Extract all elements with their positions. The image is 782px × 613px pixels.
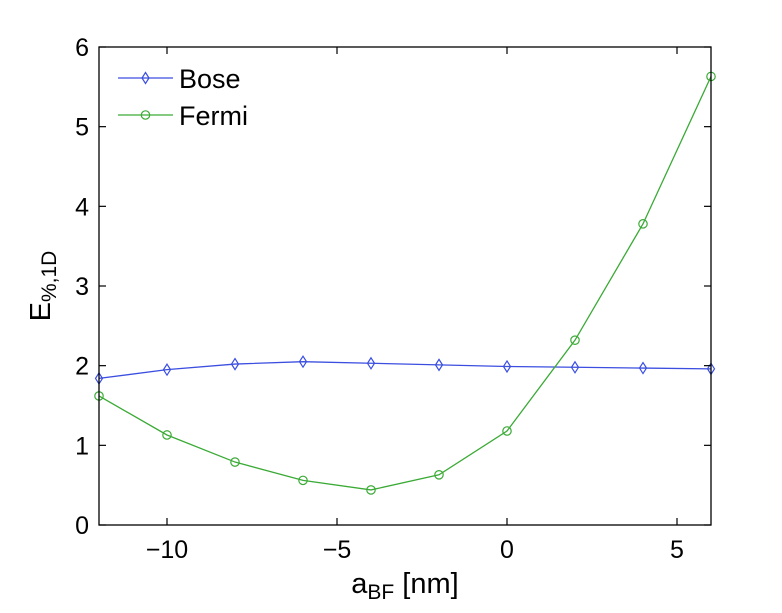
y-tick-label: 1 [75,432,89,460]
legend-label-bose: Bose [179,64,241,94]
data-point-bose [298,355,308,369]
data-point-bose [502,359,512,374]
series-line-bose [98,361,712,380]
data-point-fermi [570,335,580,345]
data-point-bose [570,360,580,374]
data-point-bose [162,363,172,377]
data-point-fermi [502,426,512,436]
y-tick-label: 4 [75,193,89,221]
data-point-fermi [434,470,444,480]
y-axis-label: E%,1D [25,251,61,322]
legend-marker-bose [141,71,150,85]
data-point-bose [366,356,376,370]
data-point-fermi [162,430,172,440]
x-tick-label: 5 [670,536,684,564]
data-point-fermi [298,475,308,486]
axis-ticks: −10 −5 0 5 0 1 2 3 4 5 6 [75,34,711,564]
x-tick-label: −10 [146,536,188,564]
y-tick-label: 0 [75,512,89,540]
x-tick-label: −5 [323,536,352,564]
data-point-fermi [638,219,648,229]
plot-marks [94,71,716,495]
y-tick-label: 6 [75,34,89,62]
data-point-bose [230,357,240,371]
data-point-fermi [230,457,240,467]
legend: Bose Fermi [118,64,248,131]
data-point-bose [434,358,444,372]
data-point-fermi [366,485,376,495]
legend-marker-fermi [140,110,151,120]
data-point-bose [638,361,648,375]
series-line-fermi [98,76,712,491]
legend-label-fermi: Fermi [179,101,248,131]
y-tick-label: 2 [75,353,89,381]
y-tick-label: 3 [75,273,89,301]
x-tick-label: 0 [500,536,514,564]
y-tick-label: 5 [75,114,89,142]
x-axis-label: aBF [nm] [351,568,458,604]
